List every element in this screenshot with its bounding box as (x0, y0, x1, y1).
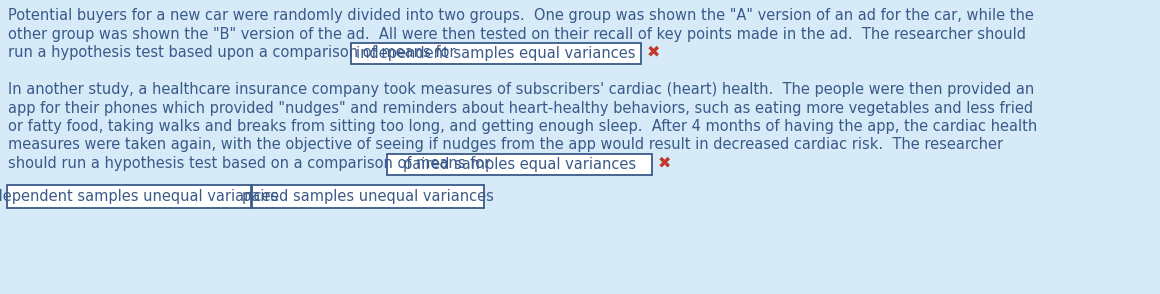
Text: Potential buyers for a new car were randomly divided into two groups.  One group: Potential buyers for a new car were rand… (8, 8, 1034, 23)
Text: app for their phones which provided "nudges" and reminders about heart-healthy b: app for their phones which provided "nud… (8, 101, 1034, 116)
Text: ✖: ✖ (647, 45, 660, 60)
Text: paired samples unequal variances: paired samples unequal variances (242, 189, 494, 204)
Text: run a hypothesis test based upon a comparison of means for: run a hypothesis test based upon a compa… (8, 45, 456, 60)
Text: or fatty food, taking walks and breaks from sitting too long, and getting enough: or fatty food, taking walks and breaks f… (8, 119, 1037, 134)
Text: ✖: ✖ (658, 156, 672, 171)
Text: measures were taken again, with the objective of seeing if nudges from the app w: measures were taken again, with the obje… (8, 138, 1003, 153)
FancyBboxPatch shape (7, 185, 251, 208)
FancyBboxPatch shape (351, 43, 641, 64)
Text: independent samples unequal variances: independent samples unequal variances (0, 189, 278, 204)
Text: should run a hypothesis test based on a comparison of means for: should run a hypothesis test based on a … (8, 156, 491, 171)
Text: independent samples equal variances: independent samples equal variances (356, 46, 636, 61)
FancyBboxPatch shape (387, 154, 652, 175)
Text: paired samples equal variances: paired samples equal variances (403, 157, 636, 172)
FancyBboxPatch shape (252, 185, 484, 208)
Text: other group was shown the "B" version of the ad.  All were then tested on their : other group was shown the "B" version of… (8, 26, 1025, 41)
Text: In another study, a healthcare insurance company took measures of subscribers' c: In another study, a healthcare insurance… (8, 82, 1035, 97)
